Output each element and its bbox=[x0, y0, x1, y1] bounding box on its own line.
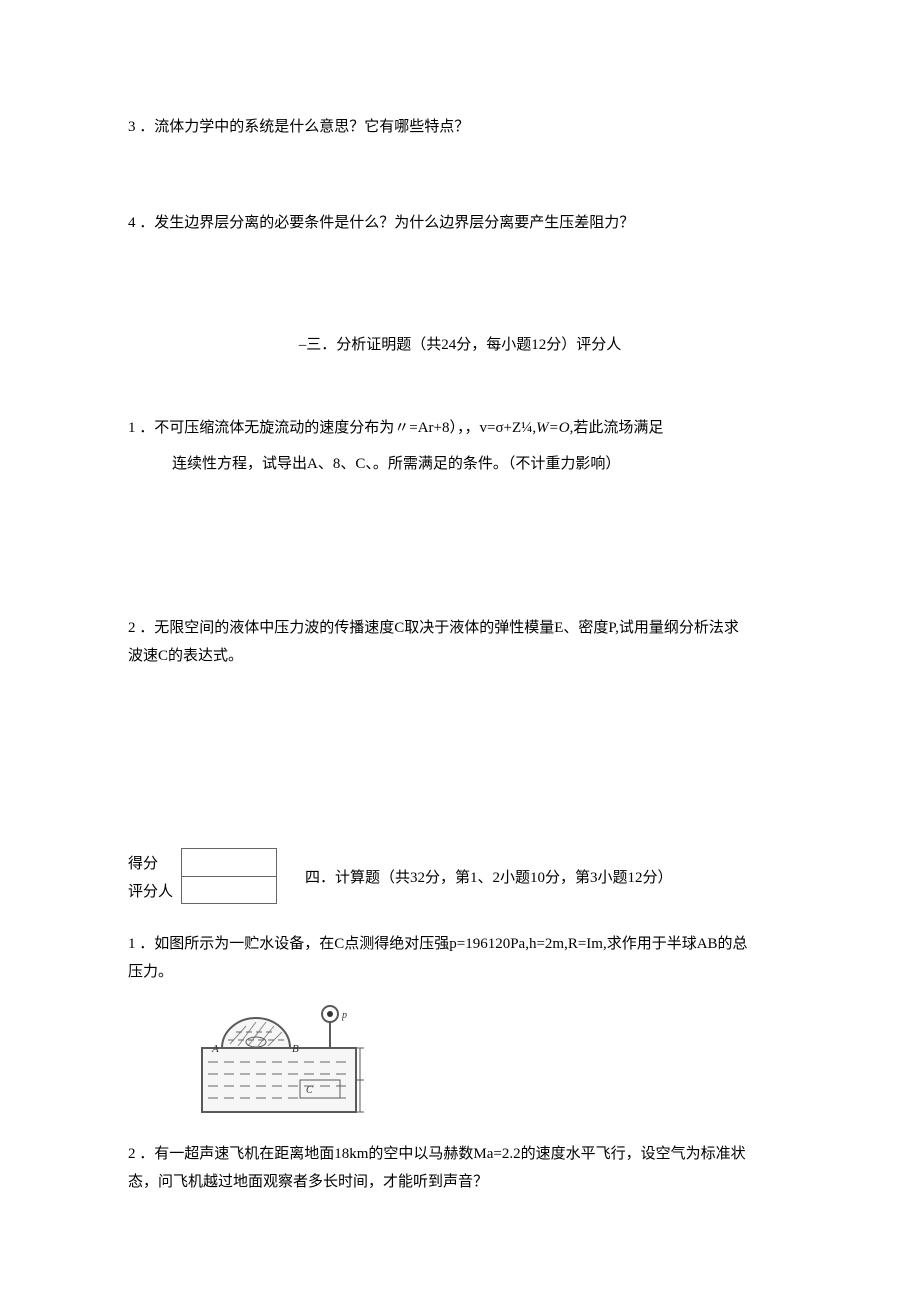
section-4-q1-line2: 压力。 bbox=[128, 960, 792, 984]
question-4: 4 ．发生边界层分离的必要条件是什么？为什么边界层分离要产生压差阻力？ bbox=[128, 211, 792, 235]
label-gauge-p: p bbox=[341, 1010, 347, 1021]
section-4-q2-line1: 2 ．有一超声速飞机在距离地面18km的空中以马赫数Ma=2.2的速度水平飞行，… bbox=[128, 1142, 792, 1166]
score-cell-points bbox=[182, 849, 276, 877]
label-A: A bbox=[211, 1043, 219, 1055]
tank-diagram-svg: A B p C bbox=[200, 1002, 370, 1117]
section-4-title: 四．计算题（共32分，第1、2小题10分，第3小题12分） bbox=[305, 866, 673, 887]
score-cell-grader bbox=[182, 877, 276, 904]
question-3: 3 ．流体力学中的系统是什么意思？它有哪些特点？ bbox=[128, 115, 792, 139]
score-labels: 得分 评分人 bbox=[128, 848, 173, 904]
score-section-row: 得分 评分人 四．计算题（共32分，第1、2小题10分，第3小题12分） bbox=[128, 848, 792, 904]
gauge-dot bbox=[327, 1011, 333, 1017]
s3-q1-part-a: 1 ．不可压缩流体无旋流动的速度分布为〃=Ar+8），，v=σ+Z¼, bbox=[128, 420, 536, 436]
score-box bbox=[181, 848, 277, 904]
section-3-title: –三．分析证明题（共24分，每小题12分）评分人 bbox=[128, 333, 792, 354]
score-label-grader: 评分人 bbox=[128, 880, 173, 901]
section-3-q2-line2: 波速C的表达式。 bbox=[128, 644, 792, 668]
label-B: B bbox=[292, 1043, 299, 1055]
section-3-q1-line1: 1 ．不可压缩流体无旋流动的速度分布为〃=Ar+8），，v=σ+Z¼,W=O,若… bbox=[128, 416, 792, 440]
section-4-q1-line1: 1 ．如图所示为一贮水设备，在C点测得绝对压强p=196120Pa,h=2m,R… bbox=[128, 932, 792, 956]
s3-q1-part-b: W=O, bbox=[536, 420, 573, 436]
label-C: C bbox=[306, 1085, 313, 1096]
figure-tank: A B p C bbox=[200, 1002, 792, 1122]
s3-q1-part-c: 若此流场满足 bbox=[573, 420, 663, 436]
section-3-q2-line1: 2 ．无限空间的液体中压力波的传播速度C取决于液体的弹性模量E、密度P,试用量纲… bbox=[128, 616, 792, 640]
section-4-q2-line2: 态，问飞机越过地面观察者多长时间，才能听到声音？ bbox=[128, 1170, 792, 1194]
section-3-q1-line2: 连续性方程，试导出A、8、C、。所需满足的条件。（不计重力影响） bbox=[128, 452, 792, 476]
score-label-points: 得分 bbox=[128, 852, 173, 873]
